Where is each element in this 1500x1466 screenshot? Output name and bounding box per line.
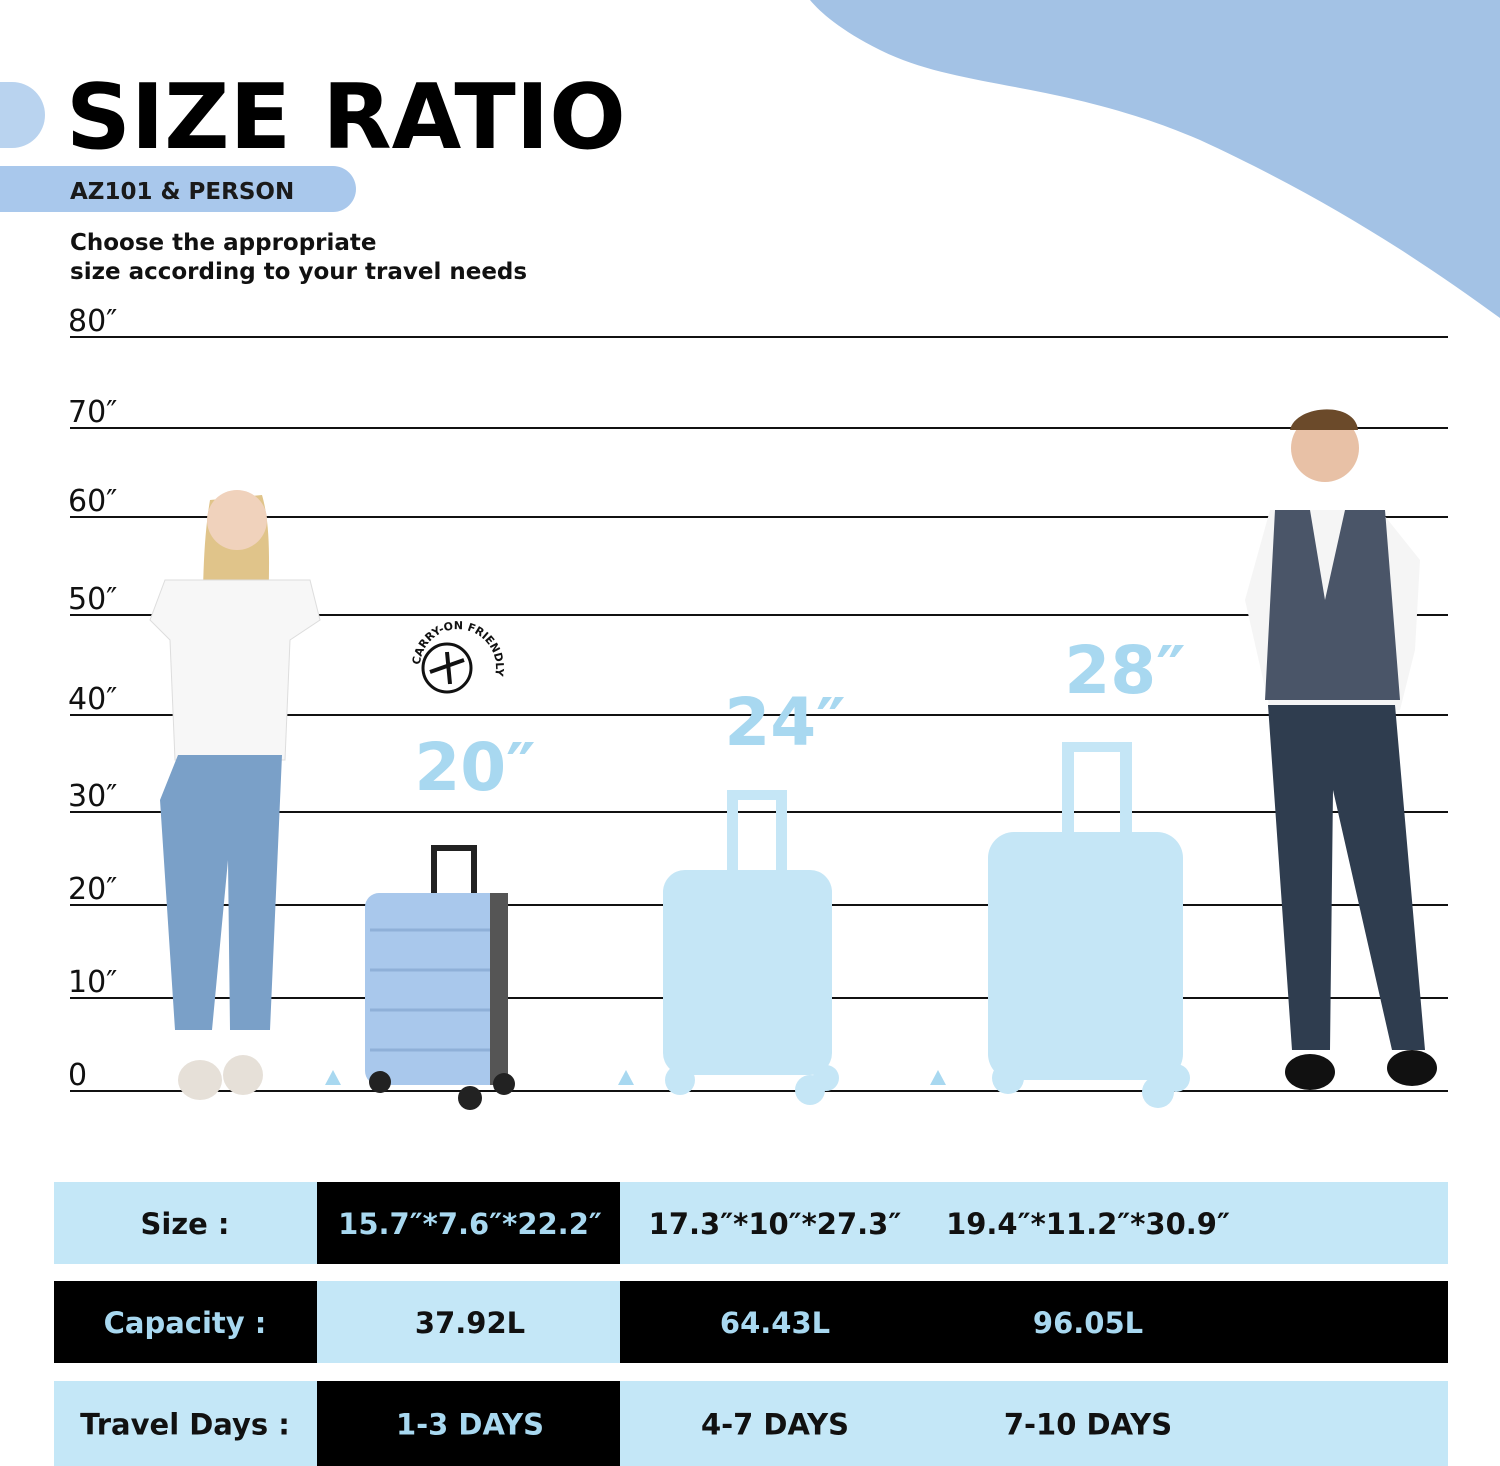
scale-label: 80″ [68, 304, 117, 339]
row-label: Size : [140, 1207, 229, 1241]
size-label: 28″ [1064, 632, 1185, 709]
marker [618, 1070, 634, 1085]
size-label: 24″ [724, 684, 845, 761]
table-value: 1-3 DAYS [396, 1408, 544, 1442]
table-value: 96.05L [1033, 1306, 1143, 1340]
spec-table: Size : 15.7″*7.6″*22.2″ 17.3″*10″*27.3″ 19.… [54, 1182, 1448, 1466]
table-cell [935, 1381, 1448, 1466]
table-cell [935, 1281, 1448, 1363]
decor-half-circle [0, 82, 45, 148]
tag-pill [0, 166, 356, 212]
table-cell [54, 1381, 317, 1466]
table-value: 7-10 DAYS [1004, 1408, 1172, 1442]
scale-label: 60″ [68, 484, 117, 519]
table-value: 37.92L [415, 1306, 525, 1340]
decor-blob [810, 0, 1500, 318]
marker [930, 1070, 946, 1085]
suitcase-20 [365, 845, 515, 1110]
row-label: Travel Days : [80, 1408, 290, 1442]
title: SIZE RATIO [66, 65, 626, 170]
tag: AZ101 & PERSON [70, 179, 294, 205]
woman-figure [149, 490, 321, 1100]
table-value: 17.3″*10″*27.3″ [649, 1207, 902, 1241]
table-cell [935, 1182, 1448, 1264]
subtitle: Choose the appropriate [70, 230, 377, 256]
scale-label: 50″ [68, 582, 117, 617]
suitcase-24 [663, 790, 839, 1105]
scale-label: 30″ [68, 779, 117, 814]
table-value: 4-7 DAYS [701, 1408, 849, 1442]
row-label: Capacity : [104, 1306, 267, 1340]
table-cell [54, 1182, 317, 1264]
suitcase-28 [988, 742, 1190, 1108]
scale-label: 20″ [68, 872, 117, 907]
scale-label: 40″ [68, 682, 117, 717]
table-cell [317, 1281, 620, 1363]
size-label: 20″ [414, 729, 535, 806]
carry-on-badge: CARRY-ON FRIENDLY [410, 619, 506, 694]
table-value: 15.7″*7.6″*22.2″ [338, 1207, 602, 1241]
scale-label: 10″ [68, 965, 117, 1000]
table-cell [620, 1182, 935, 1264]
table-cell [620, 1381, 935, 1466]
man-figure [1245, 409, 1437, 1090]
table-cell [54, 1281, 317, 1363]
table-cell [317, 1182, 620, 1264]
table-cell [620, 1281, 935, 1363]
marker [325, 1070, 341, 1085]
table-value: 64.43L [720, 1306, 830, 1340]
subtitle: size according to your travel needs [70, 259, 527, 285]
table-value: 19.4″*11.2″*30.9″ [946, 1207, 1230, 1241]
scale-label: 70″ [68, 395, 117, 430]
scale-label: 0 [68, 1058, 87, 1093]
table-cell [317, 1381, 620, 1466]
